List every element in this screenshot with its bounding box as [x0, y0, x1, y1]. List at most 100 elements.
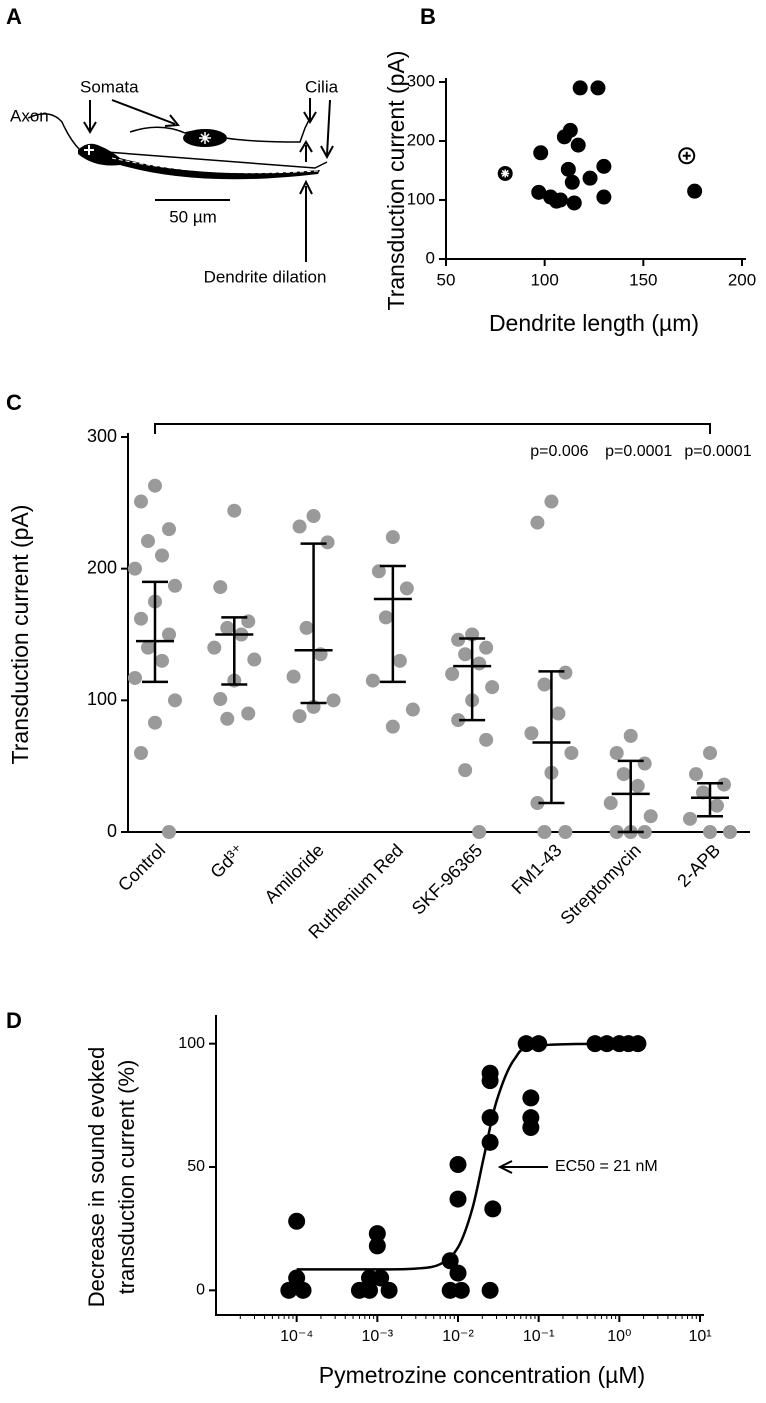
- data-point: [689, 767, 703, 782]
- data-point: [717, 777, 731, 792]
- data-point: [643, 809, 658, 824]
- data-point: [458, 763, 473, 778]
- asterisk-glyph: [501, 169, 510, 178]
- x-tick-label: 10⁻¹: [523, 1328, 555, 1345]
- significance-bracket: [154, 423, 711, 434]
- y-tick-label: 100: [87, 689, 117, 709]
- y-tick-label: 200: [407, 130, 435, 149]
- label-scale: 50 µm: [169, 207, 217, 226]
- data-point: [533, 145, 549, 161]
- y-axis-label: Transduction current (pA): [7, 505, 33, 765]
- x-tick-label: Streptomycin: [556, 840, 644, 928]
- data-point: [392, 653, 407, 668]
- data-point: [566, 195, 582, 211]
- data-point: [162, 522, 176, 537]
- data-point: [368, 1237, 386, 1255]
- data-point: [560, 161, 576, 177]
- data-point: [207, 640, 222, 655]
- data-point: [241, 706, 256, 721]
- data-point: [481, 1281, 499, 1299]
- x-tick-label: FM1-43: [508, 840, 566, 898]
- p-value: p=0.0001: [605, 443, 672, 460]
- data-point: [449, 1156, 467, 1174]
- data-point: [220, 711, 235, 726]
- data-point: [564, 746, 579, 760]
- fit-curve: [296, 1042, 638, 1271]
- data-point: [616, 767, 631, 782]
- data-point: [292, 709, 307, 724]
- data-point: [445, 667, 460, 681]
- data-point: [286, 669, 301, 684]
- x-tick-label: Gd³⁺: [206, 840, 248, 882]
- data-point: [596, 158, 612, 174]
- y-tick-label: 0: [196, 1282, 205, 1299]
- data-point: [449, 1264, 467, 1282]
- y-tick-label: 100: [407, 189, 435, 208]
- data-point: [572, 80, 588, 96]
- data-point: [141, 640, 155, 655]
- data-point: [696, 785, 710, 800]
- data-point: [141, 534, 155, 549]
- panel-label: C: [6, 390, 22, 415]
- data-point: [551, 706, 566, 721]
- plus-glyph: [682, 151, 691, 160]
- data-point: [703, 746, 717, 760]
- data-point: [247, 652, 262, 667]
- data-point: [372, 1269, 390, 1287]
- data-point: [155, 548, 169, 563]
- label-cilia: Cilia: [305, 77, 339, 96]
- data-point: [564, 174, 580, 190]
- x-tick-label: 200: [728, 270, 756, 289]
- data-point: [603, 796, 618, 811]
- data-point: [306, 509, 321, 523]
- data-point: [570, 137, 586, 153]
- data-point: [524, 726, 539, 741]
- x-tick-label: 10⁰: [607, 1328, 631, 1345]
- x-tick-label: 10⁻⁴: [280, 1328, 313, 1345]
- label-axon: Axon: [10, 106, 49, 125]
- data-point: [128, 670, 142, 685]
- data-point: [562, 122, 578, 138]
- data-point: [484, 1200, 502, 1218]
- y-tick-label: 300: [407, 71, 435, 90]
- annotation-arrow: [497, 1160, 548, 1174]
- data-point: [385, 719, 400, 734]
- data-point: [134, 611, 148, 626]
- data-point: [385, 530, 400, 545]
- data-point: [687, 183, 703, 199]
- data-point: [292, 519, 307, 534]
- panel-label: D: [6, 1008, 22, 1033]
- data-point: [155, 653, 169, 668]
- data-point: [451, 713, 466, 728]
- data-point: [637, 756, 652, 771]
- y-tick-label: 0: [426, 248, 435, 267]
- asterisk-sign: [199, 132, 211, 144]
- neuron-lower: [78, 143, 320, 180]
- panel-label: A: [6, 4, 22, 29]
- x-tick-label: SKF-96365: [408, 840, 487, 919]
- data-point: [623, 728, 638, 743]
- data-point: [162, 627, 176, 642]
- data-point: [530, 1035, 548, 1053]
- data-point: [320, 535, 335, 550]
- x-axis-label: Pymetrozine concentration (µM): [319, 1362, 645, 1388]
- axon-path: [27, 113, 328, 169]
- data-point: [449, 1190, 467, 1208]
- data-point: [537, 677, 552, 692]
- x-axis-label: Dendrite length (µm): [489, 310, 699, 336]
- data-point: [213, 692, 228, 707]
- y-axis-label: Decrease in sound evoked: [84, 1047, 109, 1308]
- data-point: [544, 494, 559, 509]
- p-value: p=0.006: [530, 443, 588, 460]
- x-tick-label: 10¹: [688, 1328, 711, 1345]
- data-point: [134, 494, 148, 509]
- data-point: [213, 580, 228, 595]
- data-point: [549, 193, 565, 209]
- data-point: [326, 693, 341, 708]
- label-somata: Somata: [80, 77, 139, 96]
- y-tick-label: 200: [87, 557, 117, 577]
- data-point: [531, 184, 547, 200]
- data-point: [479, 640, 494, 655]
- data-point: [703, 825, 717, 839]
